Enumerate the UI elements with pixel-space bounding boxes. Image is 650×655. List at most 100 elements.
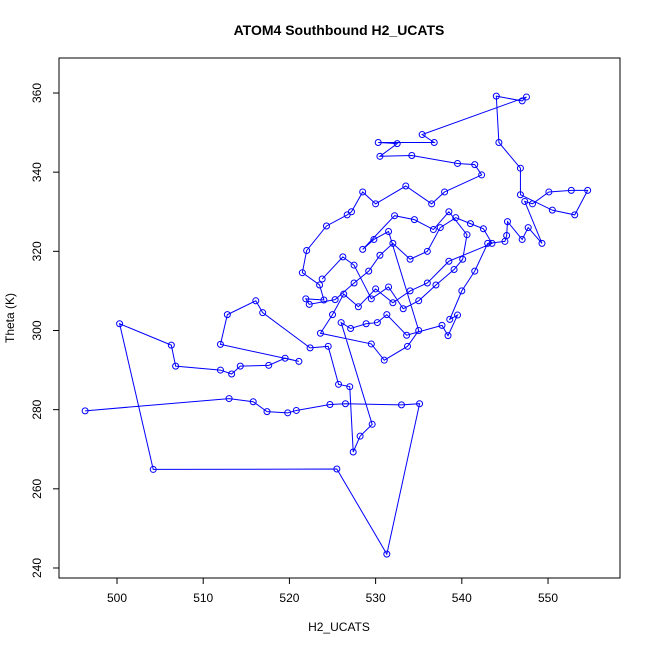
data-point bbox=[376, 152, 384, 160]
data-point bbox=[172, 362, 180, 370]
data-point bbox=[423, 247, 431, 255]
data-point bbox=[408, 152, 416, 160]
data-point bbox=[149, 465, 157, 473]
data-point bbox=[236, 362, 244, 370]
data-point bbox=[340, 290, 348, 298]
data-point bbox=[368, 420, 376, 428]
data-point bbox=[529, 200, 537, 208]
data-point bbox=[367, 340, 375, 348]
data-point bbox=[341, 400, 349, 408]
data-point bbox=[429, 226, 437, 234]
data-point bbox=[318, 275, 326, 283]
data-point bbox=[518, 235, 526, 243]
data-point bbox=[385, 228, 393, 236]
data-point bbox=[458, 287, 466, 295]
data-point bbox=[333, 465, 341, 473]
data-point bbox=[225, 395, 233, 403]
data-point bbox=[415, 326, 423, 334]
data-point bbox=[329, 311, 337, 319]
data-point bbox=[446, 315, 454, 323]
y-tick-label: 240 bbox=[30, 558, 44, 578]
data-point bbox=[343, 211, 351, 219]
data-point bbox=[430, 138, 438, 146]
data-point bbox=[339, 253, 347, 261]
data-point bbox=[292, 406, 300, 414]
data-point bbox=[406, 287, 414, 295]
data-point bbox=[479, 225, 487, 233]
data-point bbox=[380, 356, 388, 364]
data-point bbox=[370, 235, 378, 243]
y-tick-label: 300 bbox=[30, 320, 44, 340]
data-point bbox=[548, 206, 556, 214]
y-axis-label: Theta (K) bbox=[3, 293, 17, 343]
data-point bbox=[436, 224, 444, 232]
data-point bbox=[265, 361, 273, 369]
y-tick-label: 260 bbox=[30, 478, 44, 498]
data-point bbox=[488, 239, 496, 247]
data-point bbox=[383, 311, 391, 319]
data-point bbox=[389, 299, 397, 307]
data-point bbox=[306, 344, 314, 352]
data-point bbox=[471, 161, 479, 169]
data-point bbox=[316, 281, 324, 289]
data-point bbox=[495, 138, 503, 146]
data-point bbox=[571, 211, 579, 219]
data-point bbox=[223, 311, 231, 319]
x-tick-label: 520 bbox=[279, 591, 299, 605]
data-point bbox=[337, 319, 345, 327]
data-point bbox=[331, 296, 339, 304]
data-point bbox=[263, 408, 271, 416]
data-point bbox=[521, 197, 529, 205]
x-tick-label: 530 bbox=[366, 591, 386, 605]
data-point bbox=[393, 140, 401, 148]
data-point bbox=[298, 269, 306, 277]
y-tick-label: 360 bbox=[30, 83, 44, 103]
data-point bbox=[463, 231, 471, 239]
data-point bbox=[284, 409, 292, 417]
data-point bbox=[410, 216, 418, 224]
data-point bbox=[316, 329, 324, 337]
data-point bbox=[302, 295, 310, 303]
data-point bbox=[516, 191, 524, 199]
data-point bbox=[376, 251, 384, 259]
data-point bbox=[252, 297, 260, 305]
data-point bbox=[441, 188, 449, 196]
data-point bbox=[454, 159, 462, 167]
data-point bbox=[389, 239, 397, 247]
data-point bbox=[374, 138, 382, 146]
chart-title: ATOM4 Southbound H2_UCATS bbox=[234, 22, 445, 38]
data-point bbox=[326, 401, 334, 409]
data-point bbox=[167, 341, 175, 349]
data-point bbox=[324, 342, 332, 350]
data-point bbox=[492, 92, 500, 100]
data-point bbox=[445, 257, 453, 265]
data-point bbox=[335, 380, 343, 388]
data-point bbox=[385, 283, 393, 291]
data-point bbox=[349, 448, 357, 456]
data-point bbox=[295, 357, 303, 365]
data-point bbox=[454, 311, 462, 319]
x-tick-label: 550 bbox=[538, 591, 558, 605]
data-point bbox=[365, 267, 373, 275]
data-point bbox=[402, 182, 410, 190]
data-point bbox=[444, 332, 452, 340]
data-point bbox=[406, 255, 414, 263]
data-point bbox=[359, 245, 367, 253]
data-point bbox=[522, 93, 530, 101]
data-point bbox=[367, 295, 375, 303]
data-point bbox=[322, 222, 330, 230]
data-point bbox=[391, 212, 399, 220]
data-point bbox=[423, 279, 431, 287]
data-point bbox=[432, 281, 440, 289]
plot-frame bbox=[58, 57, 621, 579]
x-tick-label: 510 bbox=[193, 591, 213, 605]
data-point bbox=[362, 320, 370, 328]
data-point bbox=[259, 309, 267, 317]
data-point bbox=[524, 224, 532, 232]
data-point bbox=[320, 296, 328, 304]
data-point bbox=[567, 186, 575, 194]
data-point bbox=[305, 300, 313, 308]
data-line bbox=[85, 95, 589, 556]
data-point bbox=[478, 171, 486, 179]
data-point bbox=[281, 354, 289, 362]
